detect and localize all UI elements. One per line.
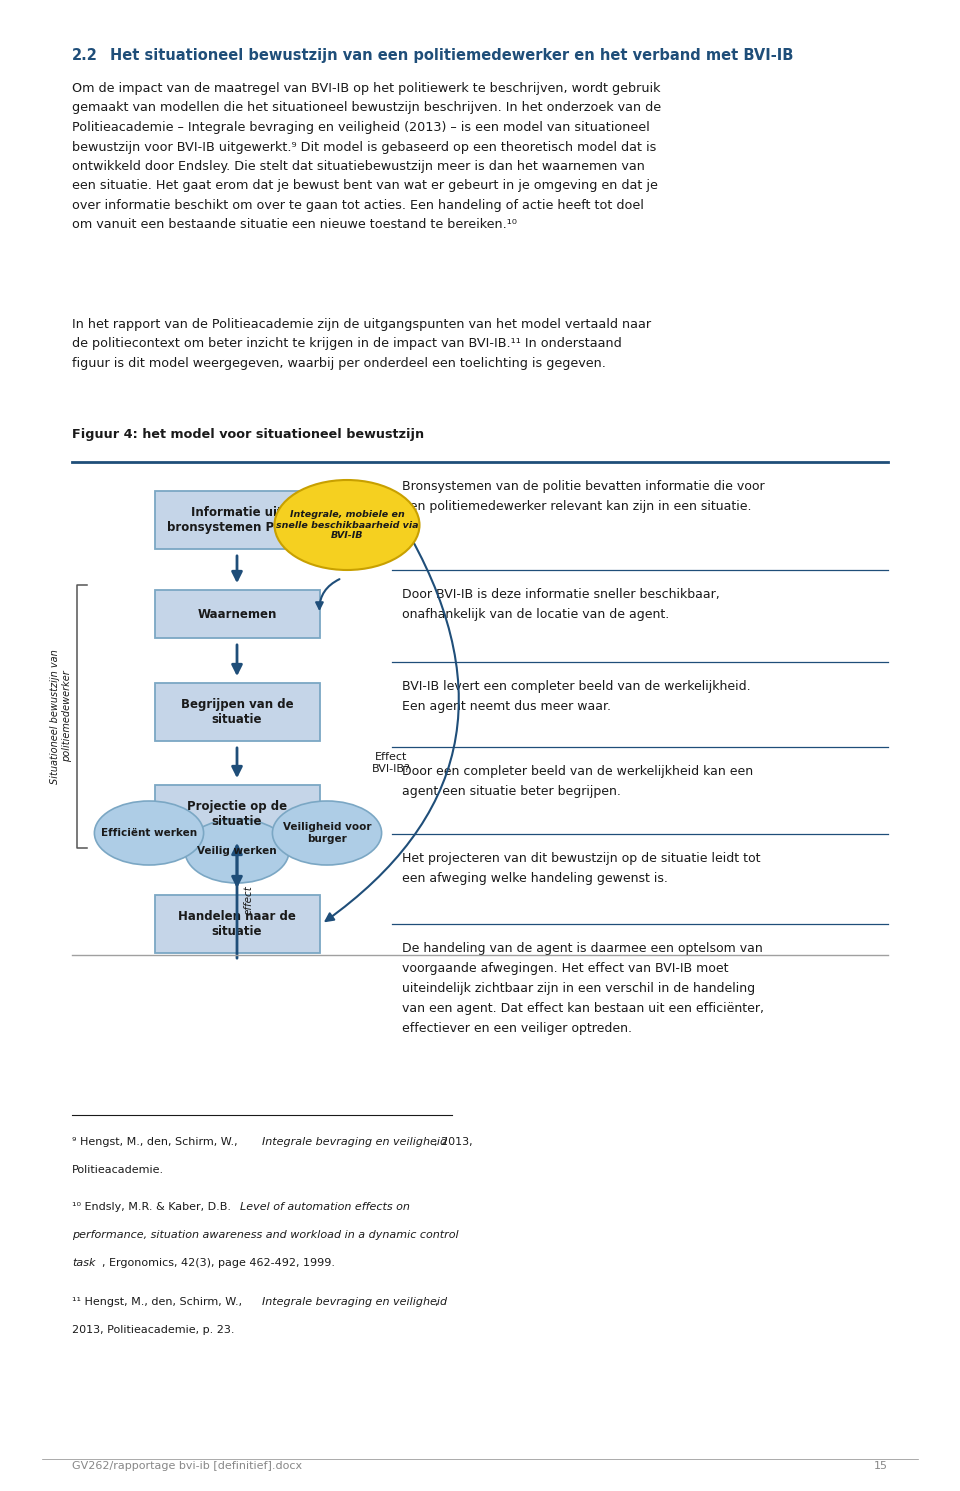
Text: Integrale bevraging en veiligheid: Integrale bevraging en veiligheid	[262, 1138, 447, 1147]
Text: Veiligheid voor
burger: Veiligheid voor burger	[283, 822, 372, 844]
Text: In het rapport van de Politieacademie zijn de uitgangspunten van het model verta: In het rapport van de Politieacademie zi…	[72, 318, 651, 370]
Text: Het situationeel bewustzijn van een politiemedewerker en het verband met BVI-IB: Het situationeel bewustzijn van een poli…	[110, 48, 793, 63]
Text: ¹¹ Hengst, M., den, Schirm, W.,: ¹¹ Hengst, M., den, Schirm, W.,	[72, 1297, 246, 1308]
Text: Begrijpen van de
situatie: Begrijpen van de situatie	[180, 698, 294, 726]
Text: 15: 15	[874, 1461, 888, 1472]
Text: Handelen naar de
situatie: Handelen naar de situatie	[178, 910, 296, 938]
Text: 2.2: 2.2	[72, 48, 98, 63]
Ellipse shape	[185, 819, 289, 883]
Text: Bronsystemen van de politie bevatten informatie die voor
een politiemedewerker r: Bronsystemen van de politie bevatten inf…	[402, 480, 764, 513]
Text: Projectie op de
situatie: Projectie op de situatie	[187, 801, 287, 828]
Text: , Ergonomics, 42(3), page 462-492, 1999.: , Ergonomics, 42(3), page 462-492, 1999.	[102, 1258, 335, 1267]
Text: Situationeel bewustzijn van
politiemedewerker: Situationeel bewustzijn van politiemedew…	[50, 649, 72, 784]
Text: ¹⁰ Endsly, M.R. & Kaber, D.B.: ¹⁰ Endsly, M.R. & Kaber, D.B.	[72, 1202, 234, 1212]
FancyBboxPatch shape	[155, 784, 320, 842]
Text: Figuur 4: het model voor situationeel bewustzijn: Figuur 4: het model voor situationeel be…	[72, 428, 424, 441]
Text: Het projecteren van dit bewustzijn op de situatie leidt tot
een afweging welke h: Het projecteren van dit bewustzijn op de…	[402, 851, 760, 886]
Text: performance, situation awareness and workload in a dynamic control: performance, situation awareness and wor…	[72, 1230, 459, 1241]
Text: De handeling van de agent is daarmee een optelsom van
voorgaande afwegingen. Het: De handeling van de agent is daarmee een…	[402, 942, 764, 1035]
Text: Door BVI-IB is deze informatie sneller beschikbaar,
onafhankelijk van de locatie: Door BVI-IB is deze informatie sneller b…	[402, 587, 720, 620]
Text: Efficiënt werken: Efficiënt werken	[101, 828, 197, 838]
Text: Effect
BVI-IB?: Effect BVI-IB?	[372, 751, 411, 774]
Text: 2013, Politieacademie, p. 23.: 2013, Politieacademie, p. 23.	[72, 1325, 234, 1334]
Text: Politieacademie.: Politieacademie.	[72, 1164, 164, 1175]
Ellipse shape	[94, 801, 204, 865]
FancyBboxPatch shape	[155, 590, 320, 638]
Text: effect: effect	[244, 886, 254, 915]
Text: Level of automation effects on: Level of automation effects on	[240, 1202, 410, 1212]
Text: Veilig werken: Veilig werken	[197, 845, 276, 856]
Text: Integrale, mobiele en
snelle beschikbaarheid via
BVI-IB: Integrale, mobiele en snelle beschikbaar…	[276, 510, 419, 540]
Text: GV262/rapportage bvi-ib [definitief].docx: GV262/rapportage bvi-ib [definitief].doc…	[72, 1461, 302, 1472]
Text: Waarnemen: Waarnemen	[198, 607, 276, 620]
Text: ,: ,	[434, 1297, 438, 1308]
Text: Om de impact van de maatregel van BVI-IB op het politiewerk te beschrijven, word: Om de impact van de maatregel van BVI-IB…	[72, 82, 661, 231]
FancyBboxPatch shape	[155, 491, 320, 549]
FancyBboxPatch shape	[155, 895, 320, 953]
Text: ⁹ Hengst, M., den, Schirm, W.,: ⁹ Hengst, M., den, Schirm, W.,	[72, 1138, 241, 1147]
Text: Door een completer beeld van de werkelijkheid kan een
agent een situatie beter b: Door een completer beeld van de werkelij…	[402, 765, 754, 798]
Text: Informatie uit
bronsystemen Politie: Informatie uit bronsystemen Politie	[167, 505, 307, 534]
FancyBboxPatch shape	[155, 683, 320, 741]
Ellipse shape	[273, 801, 382, 865]
Text: Integrale bevraging en veiligheid: Integrale bevraging en veiligheid	[262, 1297, 447, 1308]
Text: task: task	[72, 1258, 95, 1267]
Ellipse shape	[275, 480, 420, 570]
Text: , 2013,: , 2013,	[434, 1138, 472, 1147]
Text: BVI-IB levert een completer beeld van de werkelijkheid.
Een agent neemt dus meer: BVI-IB levert een completer beeld van de…	[402, 680, 751, 713]
